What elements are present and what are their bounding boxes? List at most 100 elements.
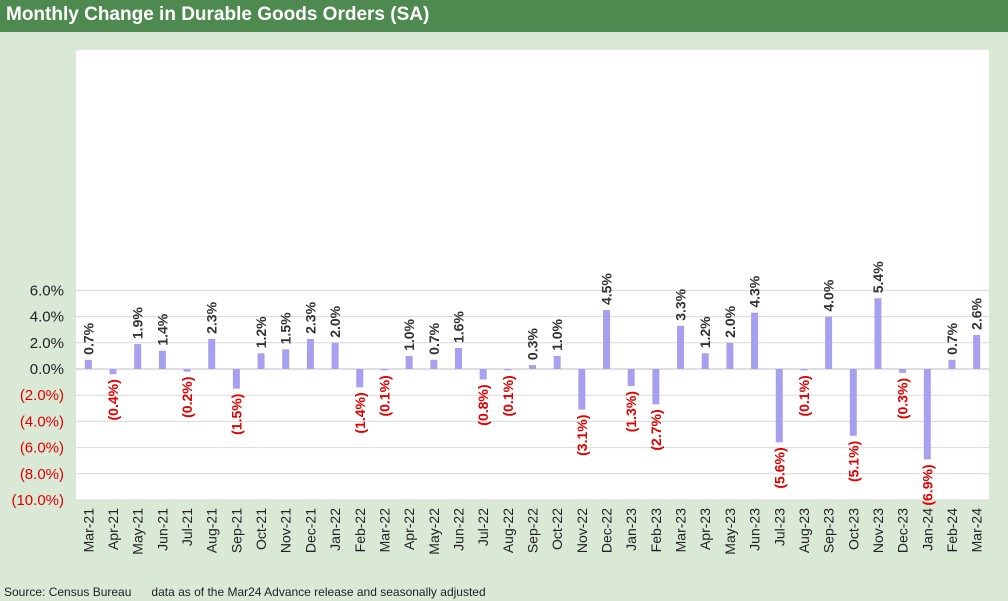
bar bbox=[726, 342, 734, 369]
x-tick-label: Nov-21 bbox=[278, 508, 294, 553]
y-tick-label: (2.0%) bbox=[20, 387, 64, 404]
x-tick-label: Jul-23 bbox=[771, 508, 787, 546]
x-tick-label: Jul-21 bbox=[179, 508, 195, 546]
x-tick-label: May-23 bbox=[722, 508, 738, 555]
x-tick-label: Nov-22 bbox=[574, 508, 590, 553]
x-tick-label: Mar-22 bbox=[376, 508, 392, 553]
data-label: (1.3%) bbox=[623, 391, 639, 432]
x-tick-label: May-22 bbox=[426, 508, 442, 555]
bar bbox=[479, 369, 487, 380]
data-label: 1.2% bbox=[697, 316, 713, 348]
y-axis-ticks: 6.0% 4.0% 2.0% 0.0% (2.0%) (4.0%) (6.0%) (8.0%)… bbox=[11, 282, 64, 509]
x-tick-label: Jan-24 bbox=[919, 508, 935, 551]
bar bbox=[578, 369, 586, 410]
data-label: (0.4%) bbox=[105, 379, 121, 420]
data-label: (0.1%) bbox=[796, 375, 812, 416]
x-axis-ticks: Mar-21 Apr-21 May-21 Jun-21 Jul-21 Aug-21 Sep-… bbox=[80, 508, 984, 555]
bar bbox=[849, 369, 857, 436]
x-tick-label: Aug-23 bbox=[796, 508, 812, 553]
bar bbox=[800, 369, 808, 371]
x-tick-label: Aug-22 bbox=[500, 508, 516, 553]
bars bbox=[84, 298, 981, 460]
data-label: (2.7%) bbox=[648, 409, 664, 450]
x-tick-label: Mar-21 bbox=[80, 508, 96, 553]
data-label: (0.1%) bbox=[376, 375, 392, 416]
y-tick-label: (8.0%) bbox=[20, 466, 64, 483]
bar bbox=[899, 369, 907, 373]
bar bbox=[232, 369, 240, 389]
data-label: 1.0% bbox=[401, 318, 417, 350]
bar bbox=[603, 310, 611, 369]
y-tick-label: (6.0%) bbox=[20, 440, 64, 457]
title-bar: Monthly Change in Durable Goods Orders (… bbox=[0, 0, 1008, 32]
x-tick-label: Sep-21 bbox=[228, 508, 244, 553]
bar bbox=[825, 316, 833, 369]
data-label: (3.1%) bbox=[574, 415, 590, 456]
data-label: 2.3% bbox=[302, 301, 318, 333]
bar bbox=[454, 348, 462, 369]
bar bbox=[677, 325, 685, 369]
x-tick-label: Dec-22 bbox=[599, 508, 615, 553]
y-tick-label: 6.0% bbox=[30, 282, 64, 299]
bar bbox=[380, 369, 388, 371]
x-tick-label: Apr-22 bbox=[401, 508, 417, 550]
plot-area bbox=[76, 50, 989, 500]
data-label: (0.3%) bbox=[895, 378, 911, 419]
y-tick-label: 0.0% bbox=[30, 361, 64, 378]
x-tick-label: Apr-23 bbox=[697, 508, 713, 550]
x-tick-label: Mar-23 bbox=[673, 508, 689, 553]
data-labels: 0.7% (0.4%) 1.9% 1.4% (0.2%) 2.3% (1.5%) 1.2% 1.… bbox=[80, 261, 984, 506]
data-label: 3.3% bbox=[673, 288, 689, 320]
bar bbox=[775, 369, 783, 443]
x-tick-label: Mar-24 bbox=[969, 508, 985, 553]
bar bbox=[529, 365, 536, 369]
y-tick-label: 2.0% bbox=[30, 335, 64, 352]
data-label: 0.7% bbox=[426, 322, 442, 354]
data-label: 2.0% bbox=[327, 305, 343, 337]
x-tick-label: Feb-24 bbox=[944, 508, 960, 553]
data-label: 1.5% bbox=[278, 312, 294, 344]
bar bbox=[331, 342, 339, 369]
y-tick-label: 4.0% bbox=[30, 309, 64, 326]
bar bbox=[430, 359, 438, 369]
chart-title: Monthly Change in Durable Goods Orders (… bbox=[6, 4, 430, 25]
bar bbox=[701, 353, 709, 369]
x-tick-label: Jan-22 bbox=[327, 508, 343, 551]
x-tick-label: Feb-22 bbox=[352, 508, 368, 553]
data-label: 1.2% bbox=[253, 316, 269, 348]
data-label: 1.4% bbox=[154, 313, 170, 345]
x-tick-label: Dec-23 bbox=[895, 508, 911, 553]
bar bbox=[627, 369, 635, 387]
data-label: 5.4% bbox=[870, 261, 886, 293]
bar bbox=[257, 353, 265, 369]
data-label: (1.4%) bbox=[352, 392, 368, 433]
bar bbox=[158, 350, 166, 369]
x-tick-label: Feb-23 bbox=[648, 508, 664, 553]
x-tick-label: Jul-22 bbox=[475, 508, 491, 546]
data-label: 4.0% bbox=[821, 279, 837, 311]
x-tick-label: Apr-21 bbox=[105, 508, 121, 550]
data-label: 2.0% bbox=[722, 305, 738, 337]
data-label: (0.8%) bbox=[475, 384, 491, 425]
bar bbox=[84, 359, 92, 369]
x-tick-label: Sep-23 bbox=[821, 508, 837, 553]
data-label: (0.1%) bbox=[500, 375, 516, 416]
data-label: 0.7% bbox=[80, 322, 96, 354]
data-label: 1.6% bbox=[450, 311, 466, 343]
x-tick-label: Oct-21 bbox=[253, 508, 269, 550]
bar bbox=[282, 349, 290, 369]
data-label: (1.5%) bbox=[228, 394, 244, 435]
data-label: (0.2%) bbox=[179, 377, 195, 418]
data-label: 0.7% bbox=[944, 322, 960, 354]
source-note: Source: Census Bureau data as of the Mar… bbox=[4, 585, 486, 599]
data-label: 1.9% bbox=[130, 307, 146, 339]
x-tick-label: Oct-23 bbox=[845, 508, 861, 550]
bar bbox=[751, 312, 759, 369]
bar bbox=[134, 344, 142, 369]
bar bbox=[553, 355, 561, 369]
x-tick-label: Sep-22 bbox=[525, 508, 541, 553]
x-tick-label: Dec-21 bbox=[302, 508, 318, 553]
x-tick-label: Jan-23 bbox=[623, 508, 639, 551]
bar bbox=[109, 369, 117, 375]
